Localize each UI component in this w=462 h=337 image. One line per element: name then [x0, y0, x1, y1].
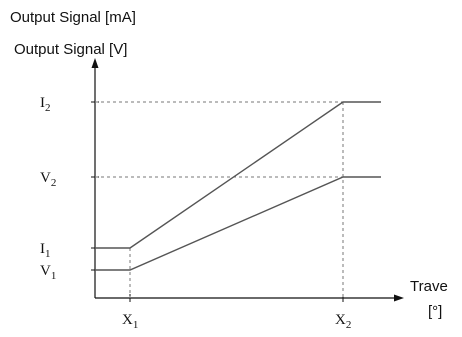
- x-axis-title: Trave: [410, 278, 448, 295]
- y-tick-label-i1: I1: [40, 241, 51, 260]
- y-axis-arrow: [91, 58, 99, 68]
- x-tick-label-x1: X1: [122, 312, 138, 331]
- y-tick-label-i2: I2: [40, 95, 51, 114]
- series-line-2: [95, 176, 381, 271]
- series-line-1: [95, 101, 381, 249]
- x-axis-arrow: [394, 294, 404, 302]
- x-axis-unit: [°]: [428, 303, 442, 320]
- y-tick-label-v1: V1: [40, 263, 56, 282]
- y-tick-label-v2: V2: [40, 170, 56, 189]
- y-axis-title-current: Output Signal [mA]: [10, 9, 136, 26]
- y-axis-title-voltage: Output Signal [V]: [14, 41, 128, 58]
- x-tick-label-x2: X2: [335, 312, 351, 331]
